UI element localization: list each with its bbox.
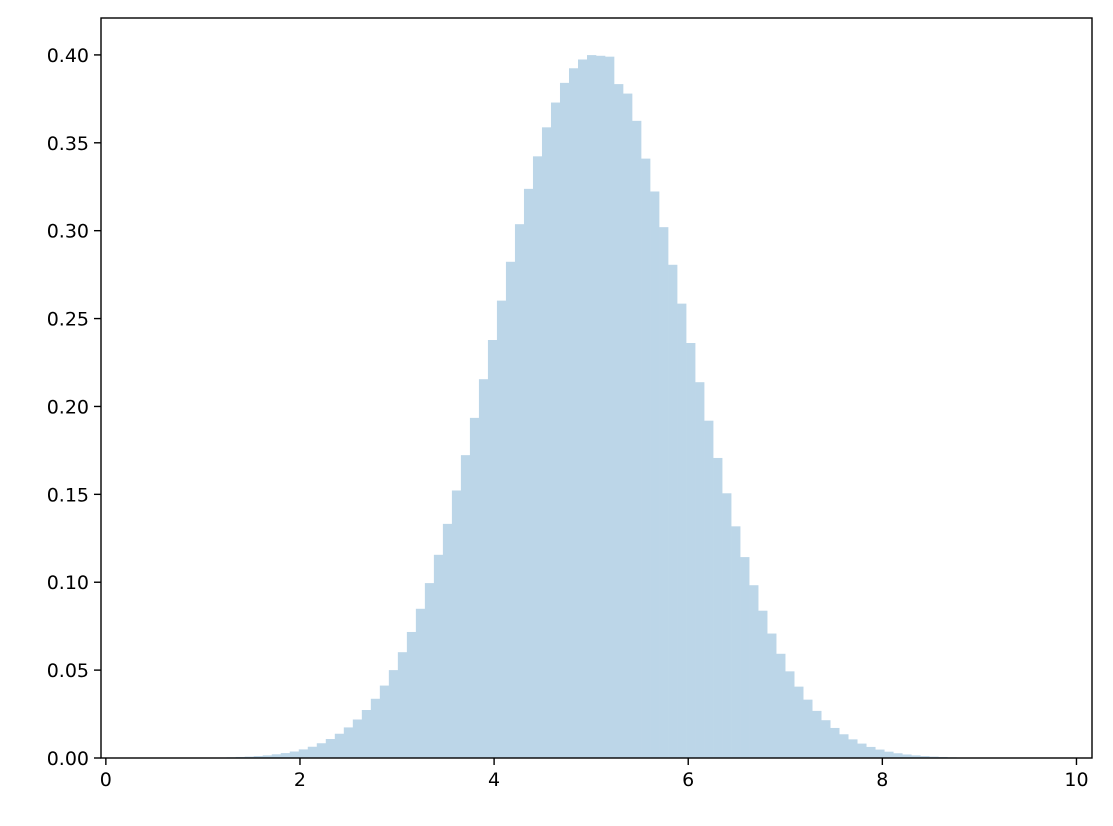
histogram-bar — [650, 191, 660, 758]
histogram-bar — [415, 608, 426, 758]
histogram-bar — [289, 751, 300, 758]
histogram-bar — [523, 188, 534, 759]
histogram-bar — [920, 756, 930, 758]
histogram-bar — [794, 686, 804, 758]
histogram-bar — [713, 457, 723, 758]
y-tick-label: 0.15 — [47, 484, 89, 506]
histogram-bar — [424, 583, 435, 758]
x-tick-label: 10 — [1064, 769, 1088, 791]
histogram-bar — [884, 751, 894, 758]
histogram-bar — [659, 227, 669, 758]
y-tick-label: 0.05 — [47, 660, 89, 682]
histogram-bar — [496, 300, 507, 758]
histogram-bar — [505, 261, 516, 758]
histogram-bar — [740, 557, 750, 758]
histogram-bar — [767, 633, 777, 758]
histogram-bar — [478, 379, 489, 758]
plot-frame — [100, 17, 1093, 759]
histogram-bar — [532, 156, 543, 759]
histogram-bar — [559, 82, 570, 758]
histogram-bar — [722, 493, 732, 758]
histogram-bar — [361, 710, 372, 758]
x-axis: 0 2 4 6 8 10 — [100, 758, 1089, 791]
x-tick-label: 4 — [488, 769, 500, 791]
histogram-bar — [605, 56, 615, 758]
histogram-bar — [244, 756, 255, 758]
histogram-bar — [848, 739, 858, 758]
histogram-bar — [668, 264, 678, 758]
histogram-bar — [307, 746, 318, 758]
histogram-bar — [316, 743, 327, 758]
histogram-bar — [433, 554, 444, 758]
x-tick-label: 2 — [294, 769, 306, 791]
histogram-bar — [487, 340, 498, 758]
histogram-bar — [298, 749, 309, 758]
y-tick-label: 0.00 — [47, 748, 89, 770]
histogram-bar — [902, 754, 912, 758]
histogram-bar — [785, 671, 795, 758]
histogram-bar — [704, 420, 714, 758]
histogram-bar — [280, 753, 291, 758]
y-tick-label: 0.40 — [47, 45, 89, 67]
histogram-bar — [388, 670, 399, 758]
histogram-bar — [442, 523, 453, 758]
histogram-bar — [632, 120, 642, 759]
histogram-bar — [406, 631, 417, 758]
x-tick-label: 8 — [876, 769, 888, 791]
y-tick-label: 0.35 — [47, 133, 89, 155]
histogram-bar — [397, 652, 408, 758]
histogram-bar — [866, 746, 876, 758]
histogram-bar — [262, 755, 273, 758]
y-axis: 0.00 0.05 0.10 0.15 0.20 0.25 0.30 0.35 0.40 — [47, 45, 101, 770]
histogram-bar — [821, 720, 831, 758]
histogram-bar — [677, 303, 687, 758]
histogram-bar — [812, 710, 822, 758]
x-tick-label: 0 — [100, 769, 112, 791]
histogram-bar — [758, 610, 768, 758]
histogram-bar — [830, 727, 840, 758]
histogram-bar — [460, 455, 471, 758]
histogram-bar — [541, 127, 552, 758]
histogram-bar — [253, 756, 264, 758]
histogram-bar — [451, 490, 462, 758]
y-tick-label: 0.10 — [47, 572, 89, 594]
histogram-bar — [749, 585, 759, 758]
y-tick-label: 0.20 — [47, 396, 89, 418]
histogram-bar — [731, 526, 741, 758]
histogram-bar — [550, 102, 561, 758]
bars-group — [190, 55, 993, 759]
histogram-bar — [875, 749, 885, 758]
y-tick-label: 0.30 — [47, 221, 89, 243]
histogram-bar — [695, 382, 705, 758]
x-tick-label: 6 — [682, 769, 694, 791]
histogram-bar — [587, 55, 597, 758]
histogram-bar — [370, 698, 381, 758]
histogram-bar — [839, 734, 849, 758]
histogram-bar — [343, 727, 354, 758]
histogram-bar — [623, 93, 633, 758]
histogram-bar — [857, 743, 867, 758]
histogram-bar — [614, 84, 624, 758]
histogram-bar — [514, 224, 525, 758]
histogram-bar — [929, 756, 939, 758]
histogram-bar — [893, 753, 903, 758]
histogram-bar — [568, 68, 579, 759]
histogram-bar — [578, 59, 588, 759]
histogram-bar — [686, 343, 696, 758]
histogram-bar — [776, 653, 786, 758]
histogram-bar — [271, 754, 282, 758]
histogram-bar — [803, 699, 813, 758]
histogram-bar — [469, 417, 480, 758]
histogram-bar — [325, 739, 336, 758]
histogram-bar — [641, 158, 651, 759]
histogram-bar — [911, 755, 921, 758]
histogram-bar — [334, 733, 345, 758]
y-tick-label: 0.25 — [47, 309, 89, 331]
histogram-bar — [379, 685, 390, 758]
histogram-bar — [352, 719, 363, 758]
histogram-bar — [596, 55, 606, 759]
